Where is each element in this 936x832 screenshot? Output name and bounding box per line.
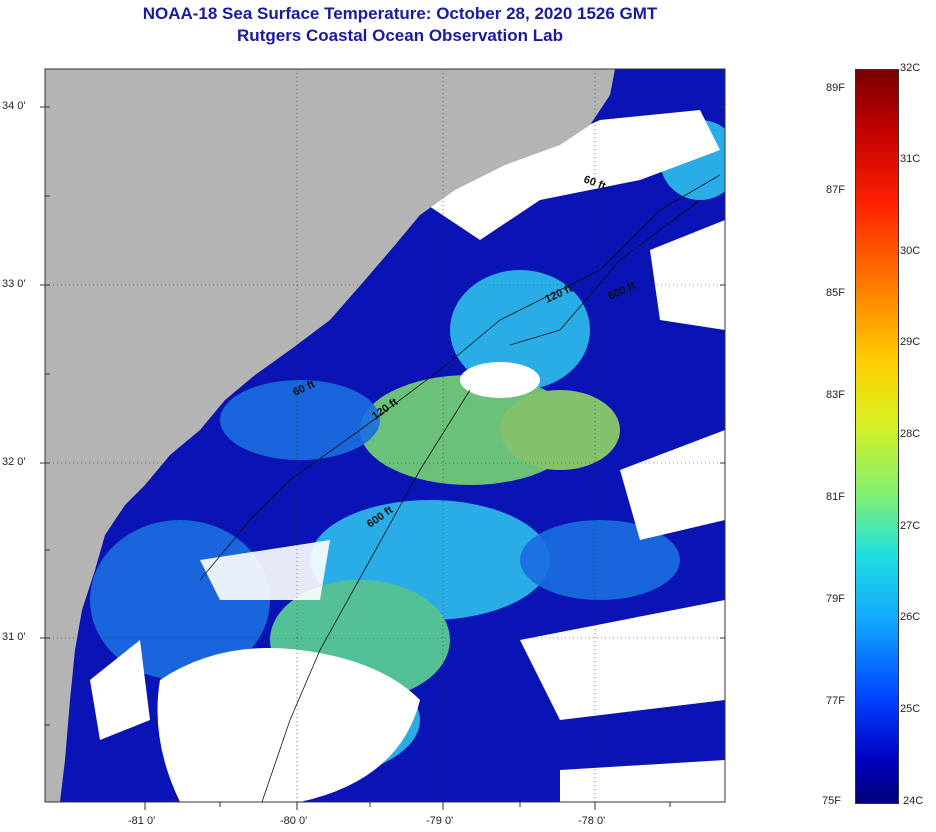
isobath-lines	[199, 174, 721, 802]
lon-label: -78 0'	[578, 815, 606, 827]
celsius-label: 24C	[903, 795, 924, 807]
axis-ticks	[40, 106, 725, 810]
celsius-label: 29C	[900, 336, 921, 348]
celsius-label: 32C	[900, 62, 921, 74]
map-title: NOAA-18 Sea Surface Temperature: October…	[142, 4, 658, 23]
fahrenheit-label: 87F	[826, 184, 845, 196]
celsius-label: 30C	[900, 245, 921, 257]
fahrenheit-label: 83F	[826, 389, 845, 401]
map-subtitle: Rutgers Coastal Ocean Observation Lab	[237, 26, 563, 45]
map-frame	[44, 68, 726, 803]
lon-label: -81 0'	[128, 815, 156, 827]
land-mass	[45, 69, 615, 802]
cloud-cover	[66, 84, 725, 802]
fahrenheit-label: 81F	[826, 491, 845, 503]
lat-label: 34 0'	[2, 100, 26, 112]
lat-label: 32 0'	[2, 456, 26, 468]
celsius-label: 31C	[900, 153, 921, 165]
lat-label: 33 0'	[2, 278, 26, 290]
celsius-label: 25C	[900, 703, 921, 715]
fahrenheit-label: 79F	[826, 593, 845, 605]
fahrenheit-label: 75F	[822, 795, 841, 807]
fahrenheit-label: 77F	[826, 695, 845, 707]
temperature-colorbar	[855, 69, 899, 804]
graticule	[45, 69, 725, 802]
lon-label: -80 0'	[280, 815, 308, 827]
lon-label: -79 0'	[426, 815, 454, 827]
celsius-label: 27C	[900, 520, 921, 532]
fahrenheit-label: 85F	[826, 287, 845, 299]
celsius-label: 28C	[900, 428, 921, 440]
lat-label: 31 0'	[2, 631, 26, 643]
celsius-label: 26C	[900, 611, 921, 623]
fahrenheit-label: 89F	[826, 82, 845, 94]
